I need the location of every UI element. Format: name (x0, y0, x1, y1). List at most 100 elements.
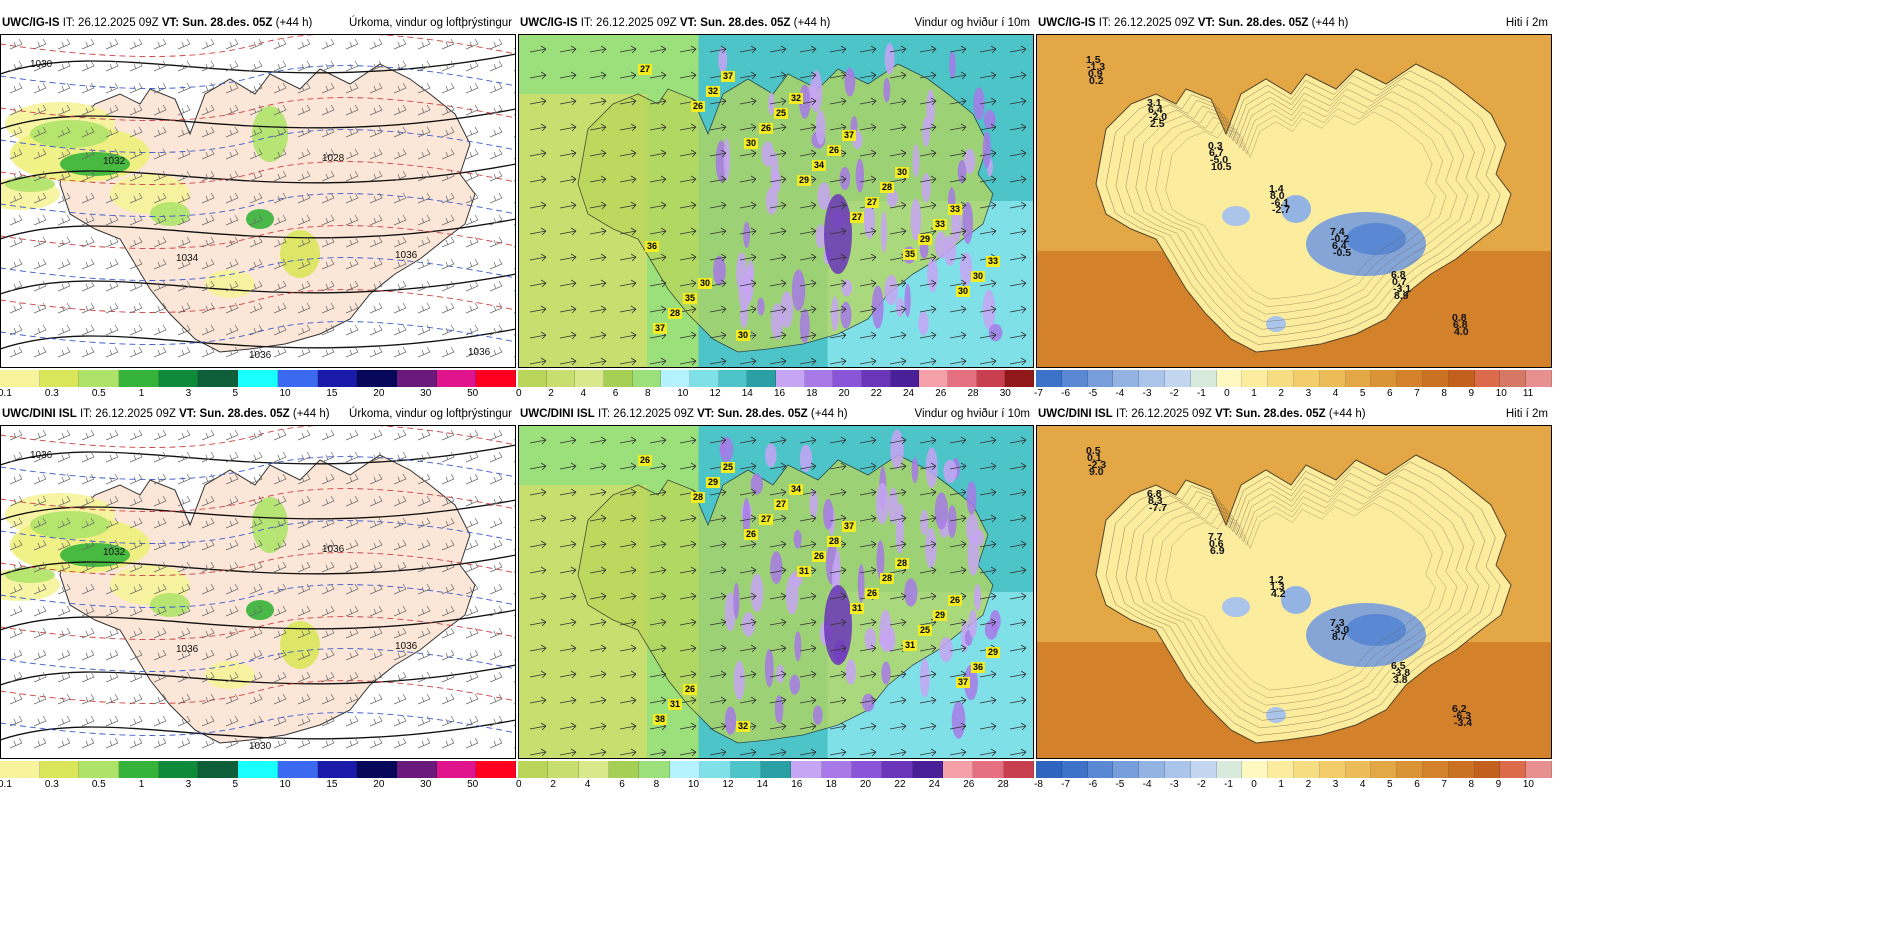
colorbar-swatch (39, 761, 80, 778)
colorbar-swatch (1164, 761, 1191, 778)
colorbar-tick: -3 (1169, 779, 1179, 790)
colorbar-swatch (546, 370, 576, 387)
panel-header: UWC/IG-IS IT: 26.12.2025 09Z VT: Sun. 28… (518, 14, 1034, 32)
gust-label: 29 (918, 234, 933, 245)
gust-label: 33 (986, 256, 1001, 267)
panel-wind-0: UWC/IG-IS IT: 26.12.2025 09Z VT: Sun. 28… (516, 14, 1035, 404)
colorbar-tick: 10 (279, 779, 291, 790)
colorbar-swatch (1061, 370, 1088, 387)
temp-label: 4.2 (1271, 588, 1286, 600)
colorbar-labels: 0 2 4 6 8 10 12 14 16 18 20 22 24 26 28 30 (516, 388, 1034, 402)
colorbar-tick: -1 (1196, 388, 1206, 399)
colorbar-swatch (669, 761, 701, 778)
colorbar-swatch (548, 761, 579, 778)
colorbar (1036, 761, 1552, 778)
gust-label: 28 (827, 536, 842, 547)
vt-label: VT: (697, 408, 715, 420)
colorbar-swatch (973, 761, 1004, 778)
colorbar-swatch (1036, 761, 1062, 778)
colorbar-tick: -6 (1088, 779, 1098, 790)
colorbar-swatch (436, 761, 477, 778)
vt-label: VT: (679, 17, 698, 29)
temp-label: 8.0 (1270, 190, 1285, 202)
colorbar-swatch (747, 370, 777, 387)
colorbar-tick: -5 (1088, 388, 1098, 399)
colorbar-swatch (1242, 761, 1269, 778)
map-canvas (518, 34, 1034, 368)
vt-value: Sun. 28.des. 05Z (717, 408, 808, 420)
colorbar-tick: 0.1 (0, 779, 12, 790)
colorbar-swatch (1087, 761, 1114, 778)
colorbar-swatch (1268, 370, 1294, 387)
panel-run-info: UWC/IG-IS IT: 26.12.2025 09Z VT: Sun. 28… (2, 14, 312, 32)
colorbar-tick: -6 (1061, 388, 1071, 399)
panel-run-info: UWC/DINI ISL IT: 26.12.2025 09Z VT: Sun.… (2, 405, 330, 423)
it-value: 26.12.2025 09Z (1114, 17, 1195, 29)
gust-label: 37 (653, 323, 668, 334)
gust-label: 26 (827, 145, 842, 156)
colorbar-swatch (1293, 370, 1320, 387)
temp-label: 7.7 (1208, 531, 1223, 543)
panel-run-info: UWC/DINI ISL IT: 26.12.2025 09Z VT: Sun.… (520, 405, 848, 423)
colorbar-tick: 0 (1251, 779, 1257, 790)
colorbar-swatch (730, 761, 761, 778)
colorbar-swatch (718, 370, 748, 387)
gust-label: 37 (721, 71, 736, 82)
colorbar-swatch (1242, 370, 1269, 387)
temp-label: 6.9 (1210, 545, 1225, 557)
temp-label: 7.3 (1330, 617, 1345, 629)
temp-label: 6.2 (1452, 703, 1467, 715)
colorbar-swatch (357, 761, 397, 778)
colorbar-tick: 22 (894, 779, 906, 790)
colorbar-tick: 26 (963, 779, 975, 790)
it-label: IT: (597, 408, 611, 420)
colorbar-swatch (919, 370, 949, 387)
panel-title: Vindur og hviður í 10m (914, 408, 1031, 420)
colorbar-tick: 1 (138, 388, 145, 399)
colorbar-tick: 11 (1522, 388, 1534, 399)
colorbar-tick: 15 (326, 388, 338, 399)
colorbar-swatch (1371, 370, 1398, 387)
colorbar-swatch (760, 761, 792, 778)
temp-label: 0.3 (1208, 140, 1223, 152)
colorbar-swatch (1061, 761, 1088, 778)
gust-label: 33 (933, 219, 948, 230)
colorbar-swatch (912, 761, 944, 778)
colorbar-swatch (609, 761, 640, 778)
colorbar-swatch (317, 761, 358, 778)
colorbar-swatch (1190, 370, 1217, 387)
lead-time: (+44 h) (810, 408, 848, 420)
colorbar-tick: 22 (870, 388, 882, 399)
model-name: UWC/IG-IS (1038, 17, 1096, 29)
colorbar-tick: 5 (1387, 779, 1393, 790)
colorbar-swatch (1319, 761, 1346, 778)
colorbar-swatch (476, 761, 516, 778)
temp-label: 8.9 (1394, 290, 1409, 302)
colorbar-swatch (1216, 370, 1243, 387)
temp-label: 1.4 (1269, 183, 1284, 195)
colorbar-tick: 3 (185, 388, 192, 399)
gust-label: 34 (789, 484, 804, 495)
colorbar-tick: 1 (138, 779, 145, 790)
isobar-label: 1036 (395, 250, 418, 261)
colorbar-tick: 14 (756, 779, 768, 790)
temp-label: 0.6 (1209, 538, 1224, 550)
colorbar-tick: 8 (653, 779, 660, 790)
temp-label: 3.8 (1393, 674, 1408, 686)
lead-time: (+44 h) (793, 17, 831, 29)
isobar-label: 1036 (30, 450, 53, 461)
lead-time: (+44 h) (1328, 408, 1366, 420)
colorbar-tick: 24 (903, 388, 915, 399)
gust-label: 26 (683, 684, 698, 695)
temp-label: 0.9 (1088, 68, 1103, 80)
panel-run-info: UWC/DINI ISL IT: 26.12.2025 09Z VT: Sun.… (1038, 405, 1366, 423)
colorbar-tick: 10 (1495, 388, 1507, 399)
colorbar-swatch (851, 761, 883, 778)
panel-header: UWC/DINI ISL IT: 26.12.2025 09Z VT: Sun.… (0, 405, 516, 423)
colorbar-swatch (476, 370, 516, 387)
panel-header: UWC/IG-IS IT: 26.12.2025 09Z VT: Sun. 28… (0, 14, 516, 32)
colorbar-tick: 10 (688, 779, 700, 790)
model-name: UWC/DINI ISL (2, 408, 77, 420)
colorbar-swatch (1526, 761, 1552, 778)
map-wind: 26 28 26 31 31 31 37 38 29 27 26 26 25 36 31 25 27 28 28 29… (518, 425, 1034, 759)
